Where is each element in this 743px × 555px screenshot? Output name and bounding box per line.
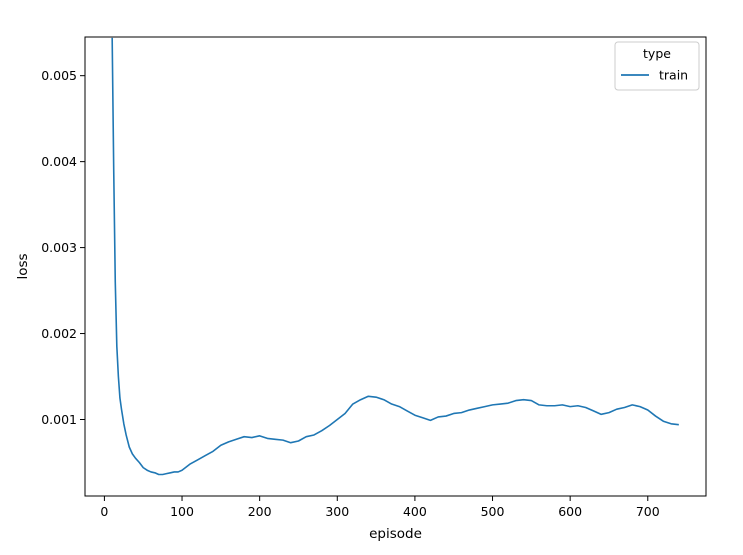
plot-area xyxy=(85,37,706,496)
x-tick-label: 700 xyxy=(636,504,660,519)
y-tick-label: 0.005 xyxy=(41,68,77,83)
x-tick-label: 200 xyxy=(248,504,272,519)
legend-title: type xyxy=(643,46,671,61)
y-axis-ticks: 0.001 0.002 0.003 0.004 0.005 xyxy=(41,68,85,427)
series-line-train xyxy=(111,37,679,476)
x-tick-label: 100 xyxy=(170,504,194,519)
x-tick-label: 400 xyxy=(403,504,427,519)
x-tick-label: 0 xyxy=(100,504,108,519)
y-tick-label: 0.001 xyxy=(41,412,77,427)
x-axis-label: episode xyxy=(369,526,422,542)
legend: type train xyxy=(614,41,700,91)
x-tick-label: 300 xyxy=(325,504,349,519)
y-tick-label: 0.003 xyxy=(41,240,77,255)
legend-entry-train: train xyxy=(659,68,688,83)
y-axis-label: loss xyxy=(15,253,31,279)
legend-box xyxy=(614,41,700,91)
x-tick-label: 600 xyxy=(558,504,582,519)
x-tick-label: 500 xyxy=(481,504,505,519)
x-axis-ticks: 0 100 200 300 400 500 600 700 xyxy=(100,496,660,519)
series-lines xyxy=(111,37,679,476)
plot-frame xyxy=(84,36,707,497)
y-tick-label: 0.002 xyxy=(41,326,77,341)
y-tick-label: 0.004 xyxy=(41,154,77,169)
